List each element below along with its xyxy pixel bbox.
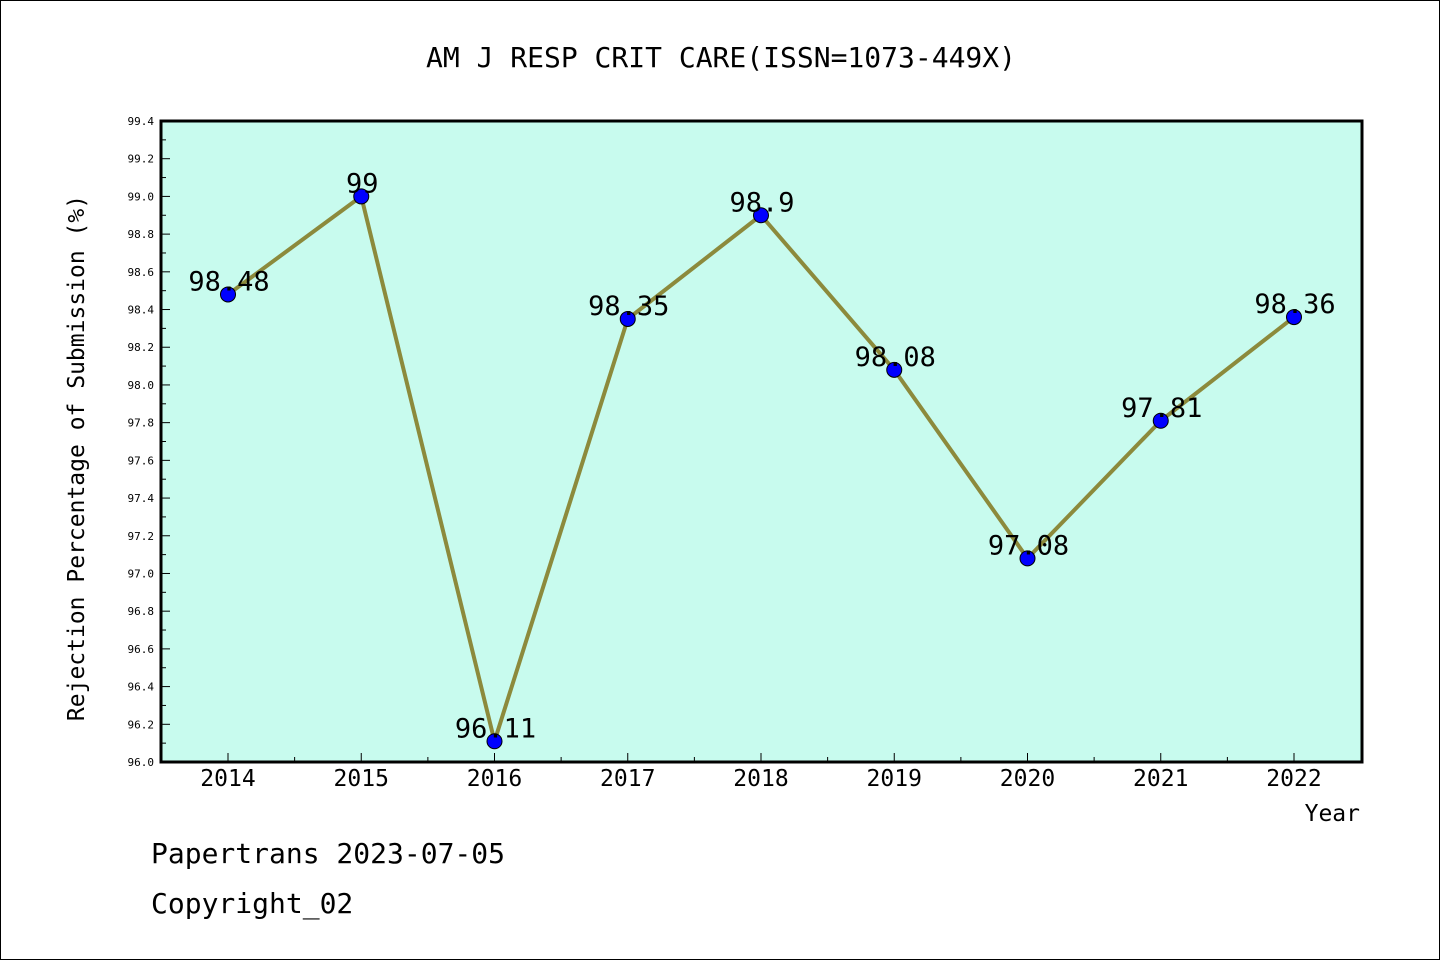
data-label: 98.35 (588, 291, 669, 322)
y-tick-label: 96.2 (128, 718, 155, 731)
data-point (619, 310, 636, 327)
data-label: 96.11 (455, 713, 536, 744)
plot-area (159, 119, 1364, 764)
data-label: 97.08 (988, 530, 1069, 561)
y-tick-label: 99.2 (128, 153, 155, 166)
data-point (1019, 550, 1036, 567)
x-tick-label: 2022 (1266, 766, 1321, 792)
series-layer: 98.48 99 96.11 98.35 98.9 98.08 97.08 97.81 98.3… (188, 168, 1336, 750)
x-axis: 2014 2015 2016 2017 2018 2019 2020 2021 2022 (200, 753, 1322, 792)
x-tick-label: 2017 (600, 766, 655, 792)
y-tick-label: 97.2 (128, 530, 155, 543)
data-point (1286, 309, 1302, 326)
y-tick-label: 96.8 (128, 605, 155, 618)
data-point (220, 286, 236, 303)
y-axis: 96.0 96.2 96.4 96.6 96.8 97.0 97.2 97.4 97.6 97.8… (128, 115, 170, 769)
x-tick-label: 2020 (1000, 766, 1055, 792)
y-axis-label: Rejection Percentage of Submission (%) (64, 195, 90, 721)
y-tick-label: 98.6 (128, 266, 155, 279)
y-tick-label: 99.4 (128, 115, 155, 128)
y-tick-label: 96.6 (128, 643, 155, 656)
data-point (753, 207, 769, 224)
x-axis-label: Year (1305, 801, 1360, 827)
data-label: 98.9 (729, 187, 794, 218)
y-tick-label: 97.0 (128, 567, 155, 580)
data-label: 99 (346, 168, 379, 199)
y-tick-label: 98.0 (128, 379, 155, 392)
x-tick-label: 2015 (334, 766, 389, 792)
data-point (353, 188, 370, 205)
data-label: 97.81 (1121, 393, 1202, 424)
y-tick-label: 97.8 (128, 417, 155, 430)
footer-date: Papertrans 2023-07-05 (151, 837, 506, 870)
y-tick-label: 97.6 (128, 454, 155, 467)
x-tick-label: 2014 (200, 766, 255, 792)
data-point (886, 361, 903, 378)
x-tick-label: 2021 (1133, 766, 1188, 792)
x-tick-label: 2016 (467, 766, 522, 792)
x-tick-label: 2018 (733, 766, 788, 792)
data-label: 98.08 (855, 342, 936, 373)
y-tick-label: 96.4 (128, 681, 155, 694)
y-tick-label: 96.0 (128, 756, 155, 769)
y-tick-label: 97.4 (128, 492, 155, 505)
x-tick-label: 2019 (867, 766, 922, 792)
data-point (1152, 412, 1169, 429)
y-tick-label: 99.0 (128, 190, 155, 203)
footer-copyright: Copyright_02 (151, 887, 354, 920)
y-tick-label: 98.4 (128, 304, 155, 317)
y-tick-label: 98.8 (128, 228, 155, 241)
data-label: 98.48 (188, 266, 269, 297)
y-tick-label: 98.2 (128, 341, 155, 354)
data-point (486, 733, 503, 750)
chart-title: AM J RESP CRIT CARE(ISSN=1073-449X) (426, 41, 1016, 74)
data-label: 98.36 (1254, 289, 1335, 320)
